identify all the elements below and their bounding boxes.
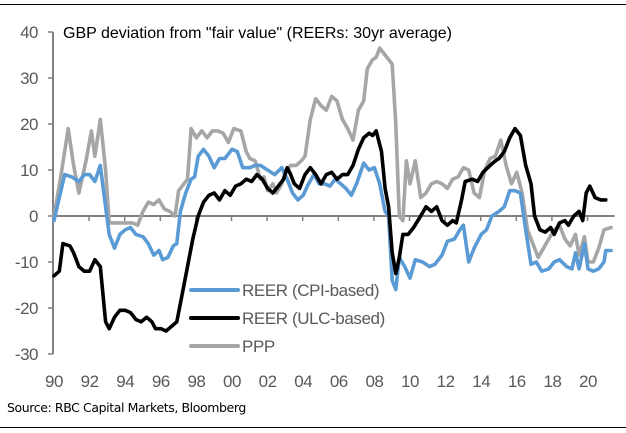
- x-tick-label: 04: [294, 372, 312, 391]
- chart-title: GBP deviation from "fair value" (REERs: …: [63, 25, 452, 42]
- y-tick-label: 10: [20, 161, 38, 180]
- top-rule: [0, 4, 626, 5]
- x-tick-label: 12: [437, 372, 455, 391]
- y-tick-label: -20: [15, 299, 38, 318]
- x-tick-label: 02: [259, 372, 277, 391]
- x-tick-label: 92: [81, 372, 99, 391]
- x-tick-label: 94: [116, 372, 134, 391]
- chart: 40 30 20 10 0 -10 -20 -30 90 92 94 96 98 00 02 04 06 08 10…: [15, 23, 615, 391]
- legend-label: REER (ULC-based): [242, 309, 385, 328]
- axes: 40 30 20 10 0 -10 -20 -30 90 92 94 96 98 00 02 04 06 08 10…: [15, 23, 615, 391]
- y-tick-label: 30: [20, 69, 38, 88]
- y-tick-label: 40: [20, 23, 38, 42]
- series-group: [52, 46, 613, 333]
- y-tick-label: -30: [15, 345, 38, 364]
- legend-label: REER (CPI-based): [242, 281, 379, 300]
- x-tick-label: 14: [472, 372, 490, 391]
- x-tick-label: 10: [401, 372, 419, 391]
- legend: REER (CPI-based) REER (ULC-based) PPP: [189, 281, 385, 356]
- y-tick-label: 20: [20, 115, 38, 134]
- x-tick-label: 18: [543, 372, 561, 391]
- x-tick-label: 20: [579, 372, 597, 391]
- x-tick-label: 08: [365, 372, 383, 391]
- series-line-reer-ulc-based: [52, 126, 608, 333]
- bottom-rule: [0, 427, 626, 428]
- x-tick-label: 90: [45, 372, 63, 391]
- legend-label: PPP: [242, 337, 275, 356]
- series-line-ppp: [52, 46, 613, 264]
- x-tick-label: 98: [187, 372, 205, 391]
- y-tick-label: 0: [29, 207, 38, 226]
- x-tick-label: 06: [330, 372, 348, 391]
- x-tick-label: 96: [152, 372, 170, 391]
- x-tick-label: 16: [508, 372, 526, 391]
- y-tick-label: -10: [15, 253, 38, 272]
- x-tick-label: 00: [223, 372, 241, 391]
- source-note: Source: RBC Capital Markets, Bloomberg: [7, 400, 246, 415]
